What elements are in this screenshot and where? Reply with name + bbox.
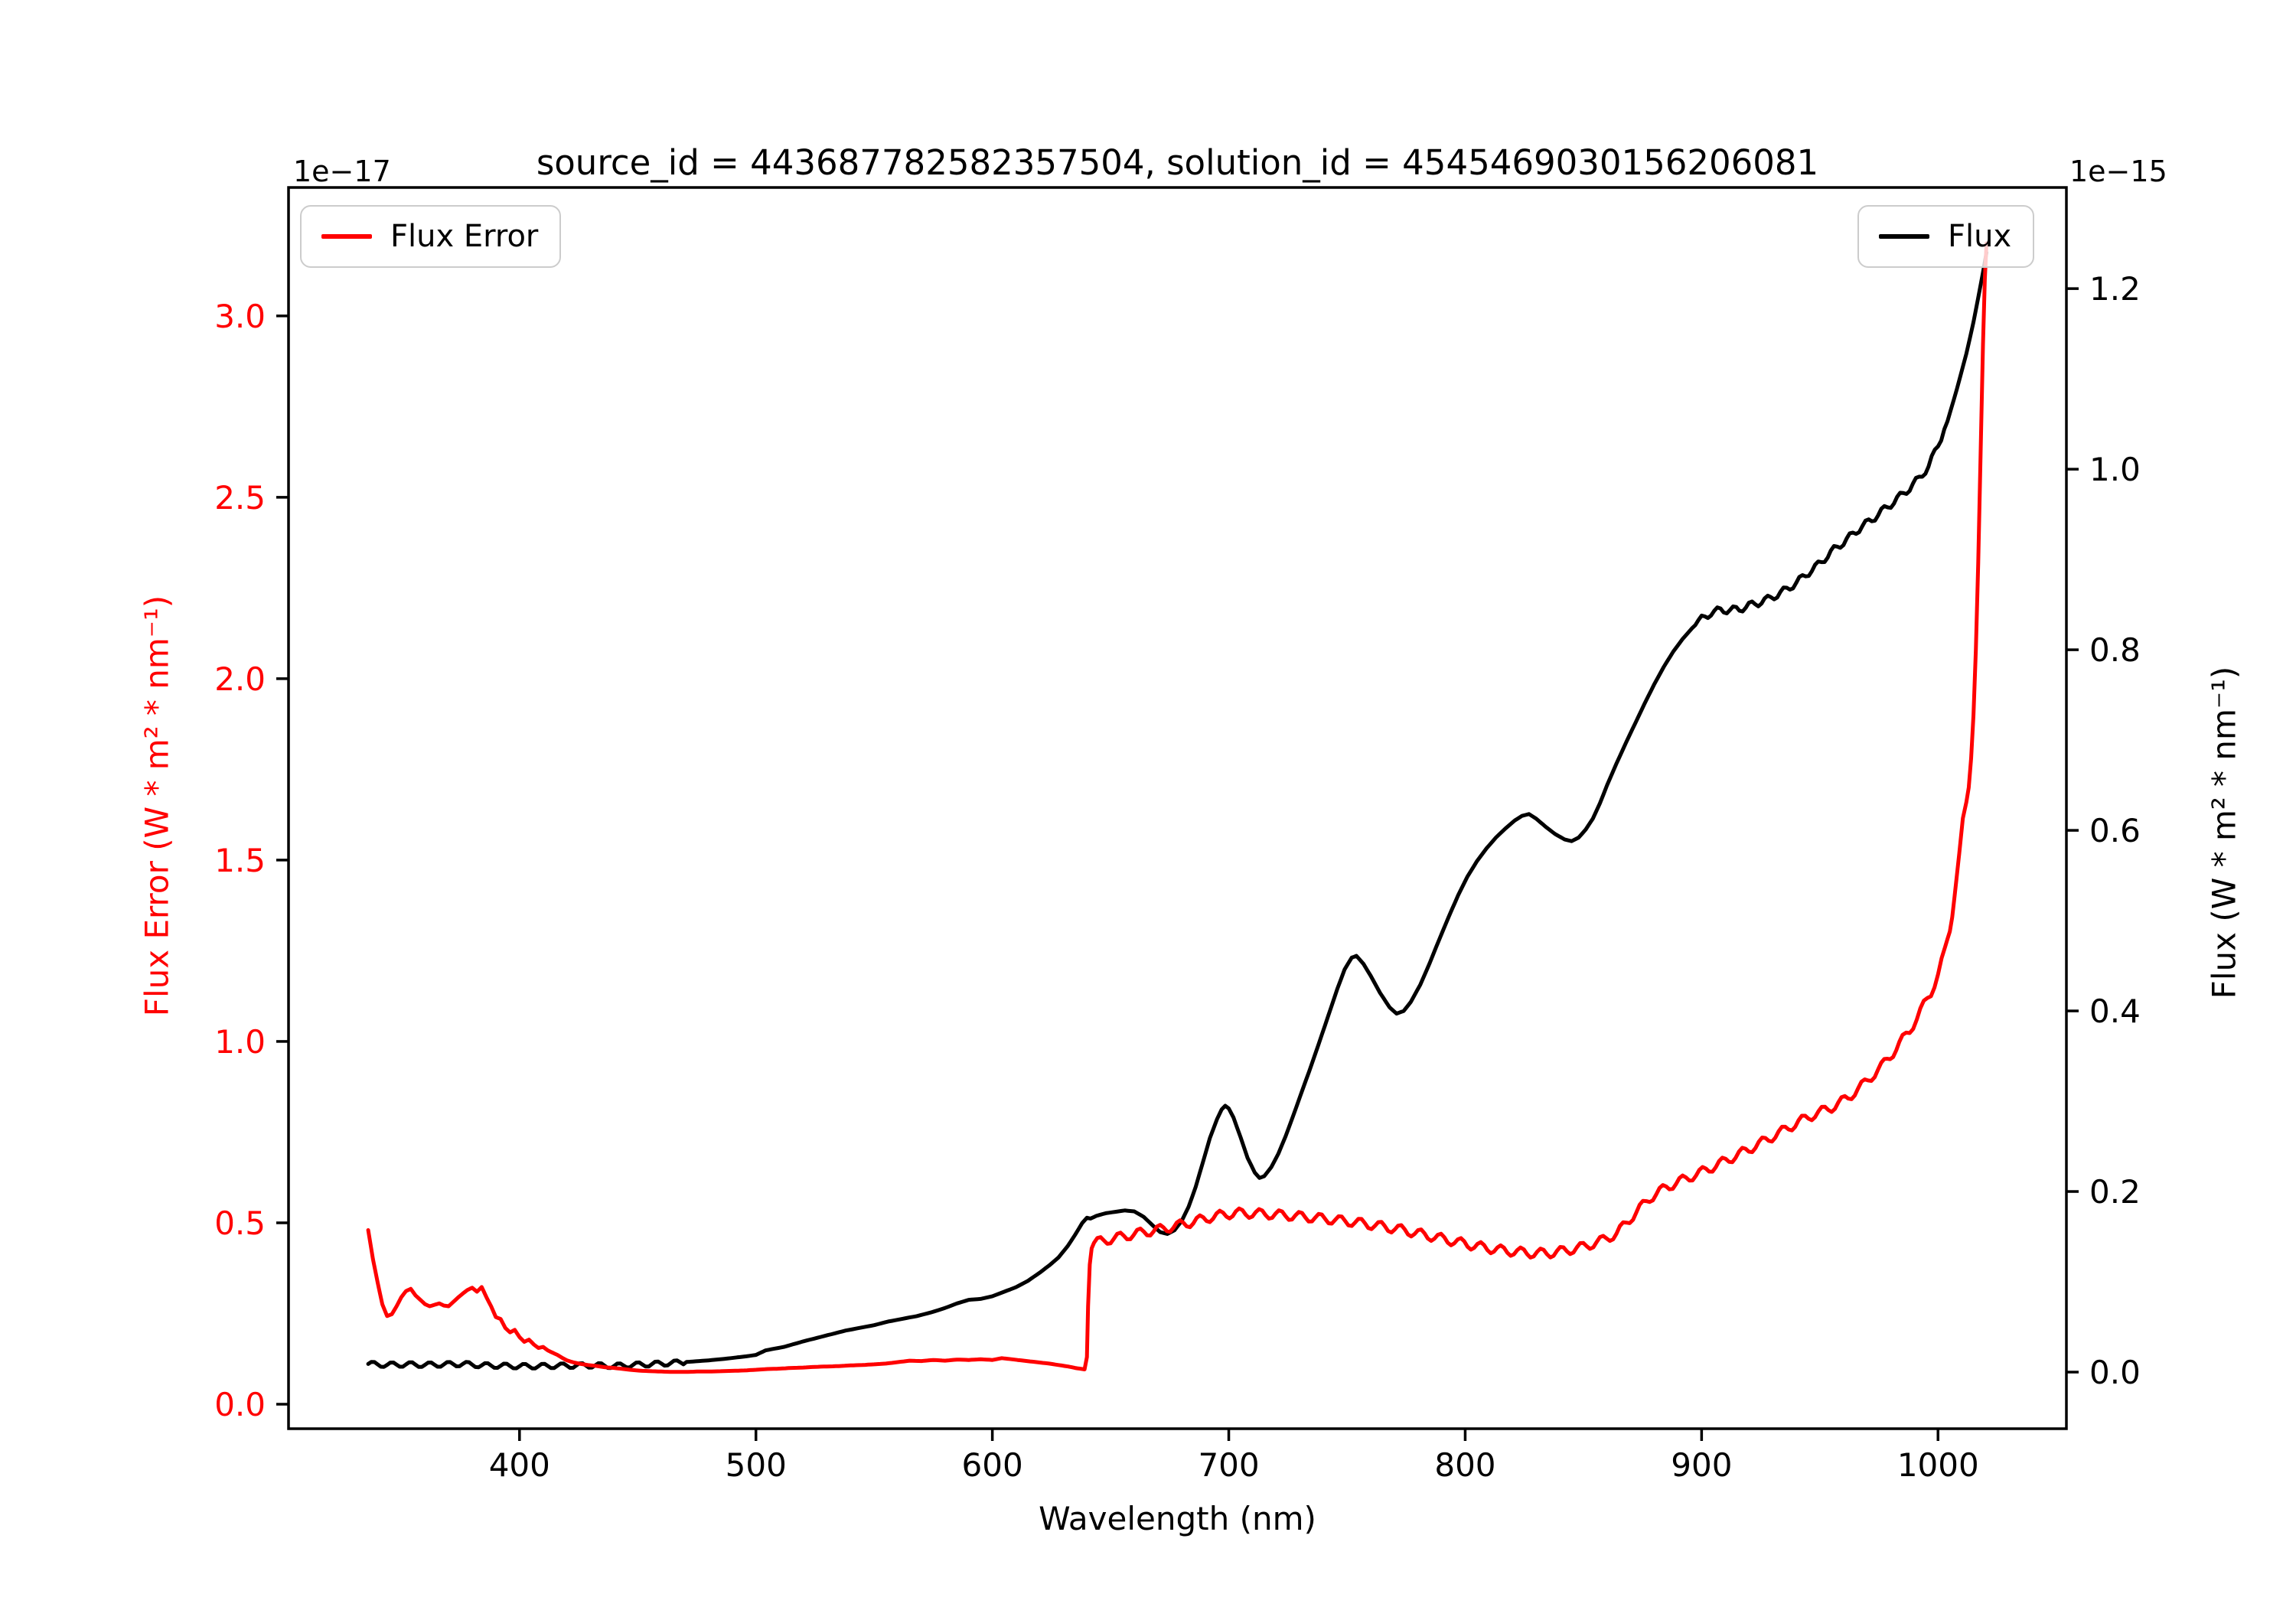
x-tick-label: 600 [962, 1446, 1023, 1484]
y-left-tick-label: 2.0 [214, 660, 266, 698]
y-right-tick-label: 0.4 [2089, 993, 2141, 1030]
x-tick-label: 900 [1671, 1446, 1732, 1484]
y-right-offset-text: 1e−15 [2069, 155, 2167, 188]
chart-title: source_id = 443687782582357504, solution… [536, 142, 1819, 183]
flux-line-sample-icon [1879, 234, 1929, 239]
x-tick-label: 700 [1198, 1446, 1259, 1484]
legend-flux-error: Flux Error [300, 205, 562, 268]
y-right-tick-label: 0.0 [2089, 1354, 2141, 1391]
y-right-axis-label: Flux (W * m² * nm⁻¹) [2205, 666, 2243, 999]
y-left-axis-label: Flux Error (W * m² * nm⁻¹) [138, 595, 176, 1017]
series-line-flux [366, 250, 1989, 1371]
y-right-tick-label: 1.2 [2089, 270, 2141, 308]
legend-flux: Flux [1857, 205, 2035, 268]
y-left-offset-text: 1e−17 [293, 155, 391, 188]
x-tick-label: 400 [489, 1446, 550, 1484]
x-tick-label: 800 [1434, 1446, 1495, 1484]
y-left-tick-label: 0.0 [214, 1386, 266, 1423]
y-left-tick-label: 3.0 [214, 298, 266, 335]
y-right-tick-label: 0.8 [2089, 631, 2141, 669]
x-axis-label: Wavelength (nm) [1039, 1500, 1316, 1537]
x-tick-label: 500 [726, 1446, 787, 1484]
series-line-flux-error [366, 241, 1989, 1374]
y-right-tick-label: 1.0 [2089, 451, 2141, 488]
y-right-tick-label: 0.2 [2089, 1173, 2141, 1211]
axes-spines [287, 186, 2068, 1430]
y-left-tick-label: 1.0 [214, 1023, 266, 1061]
y-right-tick-label: 0.6 [2089, 812, 2141, 849]
y-left-tick-label: 2.5 [214, 479, 266, 517]
flux-error-line-sample-icon [321, 234, 372, 239]
y-left-tick-label: 1.5 [214, 842, 266, 879]
legend-flux-label: Flux [1948, 219, 2012, 254]
x-tick-label: 1000 [1897, 1446, 1979, 1484]
legend-flux-error-label: Flux Error [390, 219, 539, 254]
y-left-tick-label: 0.5 [214, 1204, 266, 1242]
